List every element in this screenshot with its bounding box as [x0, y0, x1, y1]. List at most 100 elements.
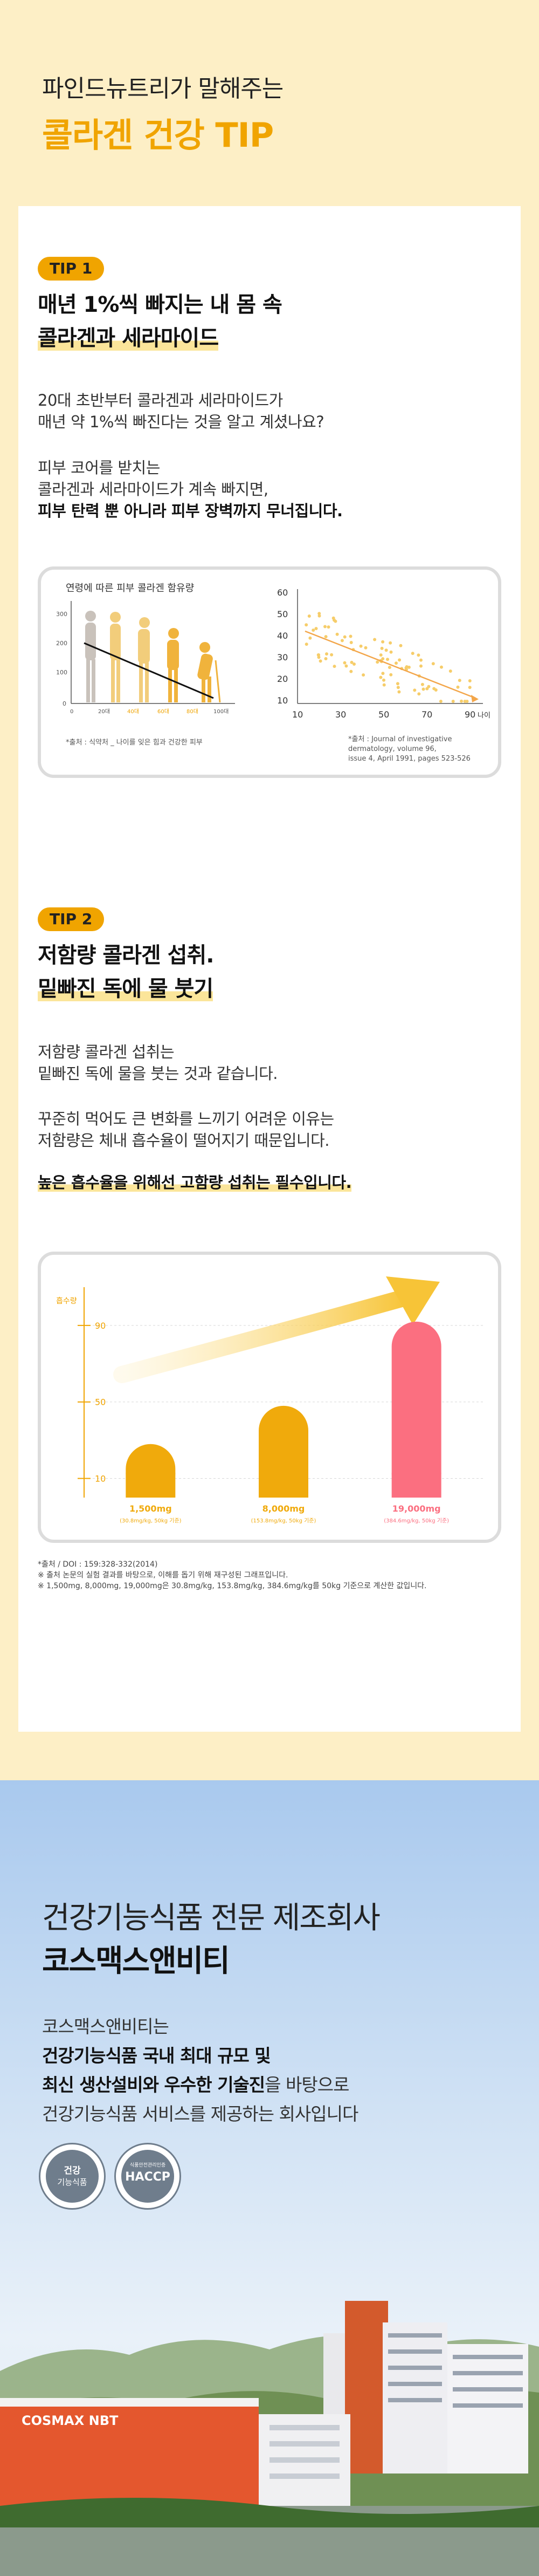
right-source-line2: issue 4, April 1991, pages 523-526 — [348, 755, 471, 763]
scatter-point — [317, 612, 321, 616]
bar-y-tick-label: 90 — [95, 1321, 106, 1331]
right-source-line1: *출처 : Journal of investigative dermatolo… — [348, 735, 452, 753]
tip2-footnote: *출처 / DOI : 159:328-332(2014) ※ 출처 논문의 실… — [38, 1559, 427, 1591]
bar-sub-label: (30.8mg/kg, 50kg 기준) — [120, 1518, 182, 1524]
scatter-point — [349, 669, 353, 673]
cert2-main: HACCP — [125, 2170, 170, 2184]
scatter-point — [323, 625, 327, 628]
right-x-tick: 70 — [421, 709, 432, 720]
scatter-point — [463, 700, 467, 703]
scatter-point — [460, 699, 463, 703]
scatter-point — [386, 658, 389, 661]
scatter-point — [364, 646, 368, 650]
tip1-heading: 매년 1%씩 빠지는 내 몸 속 콜라겐과 세라마이드 — [38, 288, 282, 355]
bar-sub-label: (153.8mg/kg, 50kg 기준) — [251, 1518, 316, 1524]
scatter-point — [456, 685, 460, 689]
scatter-point — [343, 661, 347, 665]
scatter-point — [343, 635, 347, 639]
left-x-tick: 100대 — [213, 708, 229, 715]
tip2-emphasis: 높은 흡수율을 위해선 고함량 섭취는 필수입니다. — [38, 1172, 352, 1193]
scatter-point — [373, 638, 377, 641]
scatter-point — [379, 675, 383, 679]
right-chart-source: *출처 : Journal of investigative dermatolo… — [348, 735, 498, 764]
scatter-point — [439, 700, 443, 703]
scatter-point — [381, 672, 385, 675]
bar-y-label: 흡수량 — [56, 1297, 77, 1306]
absorption-bar-chart: 흡수량 10 50 90 1,500mg (30.8mg/kg, 50kg 기준) 8,… — [56, 1276, 483, 1524]
left-y-tick: 300 — [56, 611, 67, 618]
scatter-point — [381, 657, 385, 661]
scatter-point — [431, 662, 435, 666]
left-x-tick: 80대 — [186, 708, 198, 715]
tip1-badge: TIP 1 — [38, 257, 105, 281]
scatter-point — [349, 641, 353, 644]
scatter-point — [319, 659, 322, 663]
company-para-line4: 건강기능식품 서비스를 제공하는 회사입니다 — [42, 2103, 358, 2124]
scatter-point — [325, 652, 328, 656]
company-paragraph: 코스맥스앤비티는 건강기능식품 국내 최대 규모 및 최신 생산설비와 우수한 … — [42, 2012, 358, 2129]
scatter-point — [389, 673, 393, 677]
scatter-point — [344, 664, 348, 668]
haccp-badge: 식품안전관리인증 HACCP — [114, 2143, 181, 2210]
scatter-point — [417, 653, 420, 657]
scatter-point — [316, 653, 320, 657]
left-x-tick: 0 — [70, 709, 73, 715]
right-y-tick: 40 — [277, 631, 288, 641]
company-para-line1: 코스맥스앤비티는 — [42, 2016, 169, 2037]
bar-y-tick-label: 50 — [95, 1397, 106, 1407]
scatter-point — [384, 648, 388, 652]
company-para-line3-bold: 최신 생산설비와 우수한 기술진 — [42, 2074, 265, 2095]
bar — [391, 1321, 441, 1498]
tip1-para2: 피부 코어를 받치는 콜라겐과 세라마이드가 계속 빠지면, 피부 탄력 뿐 아… — [38, 457, 343, 522]
scatter-point — [305, 643, 308, 646]
right-x-tick: 50 — [378, 709, 389, 720]
scatter-point — [451, 700, 455, 703]
tip2-para2-line1: 꾸준히 먹어도 큰 변화를 느끼기 어려운 이유는 — [38, 1110, 334, 1128]
scatter-point — [458, 679, 461, 682]
tip2-para2: 꾸준히 먹어도 큰 변화를 느끼기 어려운 이유는 저함량은 체내 흡수율이 떨… — [38, 1108, 334, 1151]
scatter-point — [397, 690, 401, 694]
tip1-para2-line2: 콜라겐과 세라마이드가 계속 빠지면, — [38, 480, 268, 498]
scatter-point — [314, 627, 318, 631]
scatter-point — [379, 653, 383, 657]
tip1-heading-line2: 콜라겐과 세라마이드 — [38, 326, 219, 351]
bar-base — [126, 1473, 176, 1498]
right-scatter-chart: 60 50 40 30 20 10 10 30 50 70 90 나이 — [277, 587, 490, 720]
health-functional-food-badge: 건강 기능식품 — [39, 2143, 106, 2210]
tip2-heading-line2: 밑빠진 독에 물 붓기 — [38, 976, 213, 1001]
tip2-heading-line1: 저함량 콜라겐 섭취. — [38, 943, 214, 968]
aging-silhouettes-illustration — [85, 611, 96, 702]
scatter-point — [331, 616, 335, 620]
scatter-point — [349, 634, 353, 638]
scatter-point — [389, 650, 393, 654]
right-x-tick: 10 — [292, 709, 303, 720]
scatter-point — [419, 664, 423, 668]
scatter-point — [427, 685, 431, 688]
footnote-line3: ※ 1,500mg, 8,000mg, 19,000mg은 30.8mg/kg,… — [38, 1582, 427, 1590]
tip1-para2-line3: 피부 탄력 뿐 아니라 피부 장벽까지 무너집니다. — [38, 502, 343, 520]
scatter-point — [395, 661, 398, 665]
bar-category-label: 1,500mg — [129, 1504, 172, 1514]
left-x-tick: 40대 — [127, 708, 139, 715]
scatter-point — [312, 628, 315, 632]
cert2-top: 식품안전관리인증 — [129, 2163, 166, 2168]
bar-category-label: 8,000mg — [262, 1504, 305, 1514]
header-subtitle: 파인드뉴트리가 말해주는 — [42, 75, 284, 103]
absorption-bar-figure: 흡수량 10 50 90 1,500mg (30.8mg/kg, 50kg 기준) 8,… — [38, 1252, 501, 1543]
bar-category-label: 19,000mg — [392, 1504, 441, 1514]
scatter-point — [398, 658, 402, 662]
tip1-para1: 20대 초반부터 콜라겐과 세라마이드가 매년 약 1%씩 빠진다는 것을 알고… — [38, 390, 324, 433]
scatter-point — [388, 666, 391, 669]
scatter-point — [411, 652, 414, 655]
growth-arrow-head-icon — [386, 1276, 440, 1325]
tip2-heading: 저함량 콜라겐 섭취. 밑빠진 독에 물 붓기 — [38, 939, 214, 1006]
tip1-heading-line1: 매년 1%씩 빠지는 내 몸 속 — [38, 292, 282, 317]
scatter-point — [417, 692, 421, 696]
scatter-point — [305, 623, 308, 627]
tips-card: TIP 1 매년 1%씩 빠지는 내 몸 속 콜라겐과 세라마이드 20대 초반… — [18, 206, 521, 1732]
growth-arrow — [113, 1288, 416, 1383]
tip2-para2-line2: 저함량은 체내 흡수율이 떨어지기 때문입니다. — [38, 1131, 330, 1150]
left-collagen-chart: 300 200 100 0 0 20대 — [56, 601, 235, 715]
scatter-point — [419, 658, 423, 662]
